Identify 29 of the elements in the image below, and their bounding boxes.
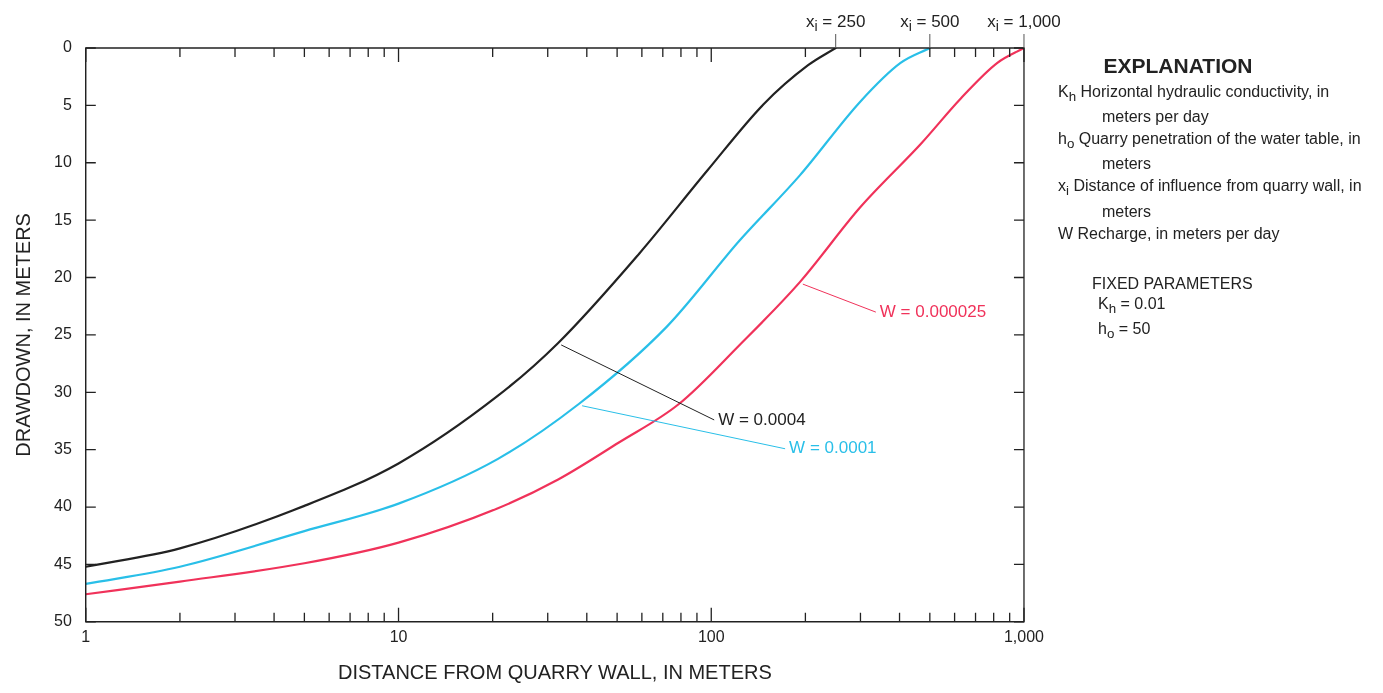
y-tick-label: 10	[54, 153, 72, 171]
text: h$_{o}$ = 50	[1097, 318, 1152, 343]
text: EXPLANATION	[1102, 54, 1254, 77]
annotation: x$_{i}$ = 250	[805, 12, 866, 35]
y-tick-label: 30	[54, 382, 72, 400]
text: x$_{i}$ Distance of influence from quarry wall, in meters	[1058, 176, 1363, 222]
y-tick-label: 50	[54, 612, 72, 630]
x-axis-title: DISTANCE FROM QUARRY WALL, IN METERS	[338, 660, 772, 683]
x-tick-label: 1,000	[1003, 627, 1045, 645]
text: W Recharge, in meters per day	[1058, 223, 1281, 244]
text: W = 0.000025	[879, 301, 987, 321]
x-tick-label: 10	[389, 627, 408, 645]
text: K$_{h}$ = 0.01	[1097, 293, 1167, 318]
y-tick-label: 25	[54, 325, 72, 343]
annotation: x$_{i}$ = 1,000	[987, 12, 1061, 35]
y-tick-label: 5	[62, 95, 72, 113]
x-tick-label: 1	[81, 627, 91, 645]
y-tick-label: 15	[54, 210, 72, 228]
text: W = 0.0001	[789, 438, 877, 458]
y-tick-label: 0	[62, 38, 72, 56]
y-axis-title: DRAWDOWN, IN METERS	[11, 213, 34, 457]
y-tick-label: 35	[54, 440, 72, 458]
y-tick-label: 20	[54, 267, 72, 285]
x-tick-label: 100	[697, 627, 725, 645]
annotation: x$_{i}$ = 500	[900, 12, 960, 35]
text: FIXED PARAMETERS	[1091, 273, 1254, 294]
y-tick-label: 40	[54, 497, 72, 515]
text: W = 0.0004	[718, 409, 806, 429]
y-tick-label: 45	[54, 554, 72, 572]
